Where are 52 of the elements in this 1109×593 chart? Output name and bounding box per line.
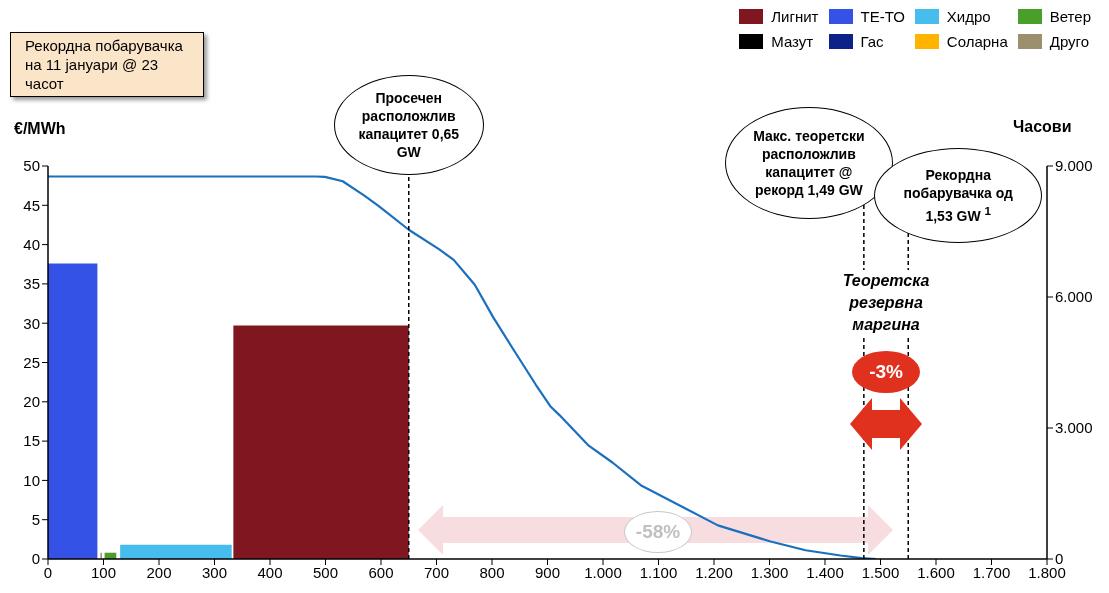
x-tick-label: 1.700 (972, 563, 1011, 581)
y-axis-title: €/MWh (14, 120, 66, 138)
x-tick-label: 1.100 (639, 563, 678, 581)
legend-label: Соларна (946, 33, 1008, 50)
x-tick-label: 100 (90, 563, 117, 581)
cloud-callout: Рекордна побарувачка од 1,53 GW $^{1}$ (874, 147, 1043, 243)
x-tick-label: 200 (146, 563, 172, 581)
x-tick-label: 300 (201, 563, 228, 581)
ref-line-label: Макс. теоретски расположлив капацитет @ рекорд 1,49 GW (752, 127, 866, 199)
y2-axis-title: Часови (1013, 118, 1072, 136)
ref-line-label: Рекордна побарувачка од 1,53 GW $^{1}$ (902, 165, 1014, 225)
y-tick-label: 40 (23, 235, 40, 253)
legend-label: Лигнит (771, 8, 819, 25)
text: Рекордна побарувачка на 11 јануари @ 23 часот (10, 32, 204, 97)
x-tick-label: 0 (43, 563, 53, 581)
x-tick-label: 900 (534, 563, 561, 581)
annotation: Теоретска резервна маргина (826, 270, 947, 336)
y-tick-label: 45 (23, 196, 40, 214)
legend-label: ТЕ-ТО (860, 8, 905, 25)
ref-line-label: Просечен расположлив капацитет 0,65 GW (357, 89, 461, 161)
y-tick-label: 50 (23, 157, 40, 175)
y-tick-label: 35 (23, 275, 40, 293)
x-tick-label: 800 (479, 563, 505, 581)
cloud-callout: Макс. теоретски расположлив капацитет @ рекорд 1,49 GW (724, 107, 893, 219)
y2-tick-label: 3.000 (1055, 419, 1093, 437)
legend-label: Хидро (946, 8, 991, 25)
y-tick-label: 20 (23, 393, 40, 411)
x-tick-label: 1.300 (750, 563, 789, 581)
y-tick-label: 15 (23, 432, 40, 450)
y2-tick-label: 9.000 (1055, 157, 1093, 175)
x-tick-label: 1.500 (861, 563, 900, 581)
y-tick-label: 0 (31, 550, 40, 568)
annotation: -58% (624, 510, 692, 553)
annotation: -3% (852, 351, 921, 393)
legend-label: Мазут (771, 33, 814, 50)
x-tick-label: 700 (423, 563, 450, 581)
x-tick-label: 1.200 (695, 563, 733, 581)
x-tick-label: 1.000 (584, 563, 622, 581)
x-tick-label: 1.400 (806, 563, 844, 581)
y2-tick-label: 6.000 (1055, 288, 1093, 306)
x-tick-label: 500 (312, 563, 339, 581)
y-tick-label: 10 (23, 471, 40, 489)
legend-label: Ветер (1049, 8, 1091, 25)
y-tick-label: 5 (31, 511, 40, 529)
legend-label: Друго (1049, 33, 1090, 50)
y-tick-label: 30 (23, 314, 40, 332)
x-tick-label: 600 (368, 563, 394, 581)
y-tick-label: 25 (23, 353, 40, 371)
legend-label: Гас (860, 33, 884, 50)
x-tick-label: 1.600 (917, 563, 955, 581)
cloud-callout: Просечен расположлив капацитет 0,65 GW (333, 75, 484, 175)
x-tick-label: 400 (257, 563, 283, 581)
